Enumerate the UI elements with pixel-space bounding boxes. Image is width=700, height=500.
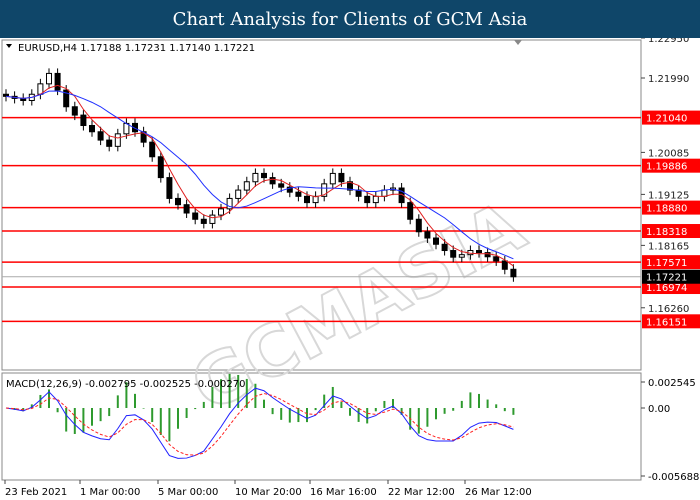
candle-body xyxy=(252,172,259,183)
macd-line xyxy=(5,387,514,459)
level-tag xyxy=(642,110,700,125)
level-tag xyxy=(642,224,700,239)
candle-body xyxy=(510,268,517,278)
candle-body xyxy=(338,172,345,183)
candle-body xyxy=(304,195,310,204)
level-label: 1.19886 xyxy=(646,162,687,173)
candle-body xyxy=(183,204,190,214)
candle-body xyxy=(364,195,371,204)
macd-label: MACD(12,26,9) -0.002795 -0.002525 -0.000… xyxy=(6,379,245,390)
candle-body xyxy=(278,183,285,188)
time-label: 26 Mar 12:00 xyxy=(465,487,532,498)
signal-line xyxy=(5,393,514,456)
candle-body xyxy=(97,131,104,141)
price-tick-label: 1.19125 xyxy=(648,190,689,201)
macd-panel xyxy=(1,372,642,481)
candle-body xyxy=(192,212,199,220)
candle-body xyxy=(132,122,138,133)
level-label: 1.18880 xyxy=(646,204,687,215)
level-tag xyxy=(642,255,700,270)
candle-body xyxy=(286,186,293,193)
slow-ma-line xyxy=(5,90,514,260)
candle-body xyxy=(63,89,70,108)
candle-body xyxy=(80,114,87,127)
level-tag xyxy=(642,158,700,173)
fast-ma-line xyxy=(5,84,514,267)
candle-body xyxy=(235,189,242,199)
candle-body xyxy=(3,93,9,97)
candle-body xyxy=(493,256,500,262)
candle-body xyxy=(269,177,276,185)
time-label: 22 Mar 12:00 xyxy=(388,487,455,498)
level-label: 1.21040 xyxy=(646,114,687,125)
candle-body xyxy=(226,197,233,210)
candle-body xyxy=(450,250,457,258)
candle-body xyxy=(312,195,319,204)
candle-body xyxy=(261,172,267,179)
time-label: 23 Feb 2021 xyxy=(5,487,67,498)
shift-marker-icon xyxy=(514,40,522,45)
level-label: 1.16974 xyxy=(646,283,687,294)
current-price-label: 1.17221 xyxy=(646,273,687,284)
level-label: 1.16151 xyxy=(646,317,687,328)
candle-body xyxy=(347,181,353,191)
candle-body xyxy=(484,252,491,258)
candle-body xyxy=(415,218,422,233)
candle-body xyxy=(329,172,336,185)
candle-body xyxy=(106,139,113,147)
candle-body xyxy=(157,156,164,179)
price-tick-label: 1.22950 xyxy=(648,38,689,45)
candle-body xyxy=(200,218,207,224)
candle-body xyxy=(149,141,156,158)
candle-body xyxy=(398,187,405,204)
candle-body xyxy=(501,260,508,270)
level-label: 1.17571 xyxy=(646,258,687,269)
candle-body xyxy=(166,177,173,199)
level-tag xyxy=(642,200,700,215)
candle-body xyxy=(433,237,439,245)
candle-body xyxy=(71,106,78,116)
price-panel xyxy=(1,39,642,371)
candle-body xyxy=(114,133,121,147)
price-tick-label: 1.16260 xyxy=(648,304,689,315)
macd-tick-label: 0.00 xyxy=(648,404,670,415)
level-label: 1.18318 xyxy=(646,227,687,238)
dropdown-triangle-icon xyxy=(6,44,12,48)
price-tick-label: 1.18165 xyxy=(648,241,689,252)
candle-body xyxy=(175,197,181,206)
candle-body xyxy=(209,214,216,224)
candle-body xyxy=(372,195,379,204)
candle-body xyxy=(321,183,328,197)
candle-body xyxy=(458,254,465,258)
page-title: Chart Analysis for Clients of GCM Asia xyxy=(0,0,700,38)
macd-tick-label: -0.005688 xyxy=(648,472,699,483)
candle-body xyxy=(89,125,95,133)
candle-body xyxy=(46,72,52,85)
level-tag xyxy=(642,314,700,329)
price-tick-label: 1.21990 xyxy=(648,74,689,85)
candle-body xyxy=(407,202,414,220)
macd-tick-label: 0.002545 xyxy=(648,378,696,389)
time-label: 1 Mar 00:00 xyxy=(80,487,140,498)
time-label: 16 Mar 16:00 xyxy=(310,487,377,498)
time-label: 5 Mar 00:00 xyxy=(158,487,218,498)
time-label: 10 Mar 20:00 xyxy=(235,487,302,498)
candle-body xyxy=(295,191,302,197)
candle-body xyxy=(243,181,250,191)
candle-body xyxy=(54,72,61,91)
price-tick-label: 1.20085 xyxy=(648,148,689,159)
candle-body xyxy=(424,231,431,239)
symbol-info: EURUSD,H4 1.17188 1.17231 1.17140 1.1722… xyxy=(18,43,255,54)
candle-body xyxy=(476,250,482,254)
current-price-tag xyxy=(642,269,700,284)
candle-body xyxy=(441,243,448,252)
candle-body xyxy=(218,208,224,216)
